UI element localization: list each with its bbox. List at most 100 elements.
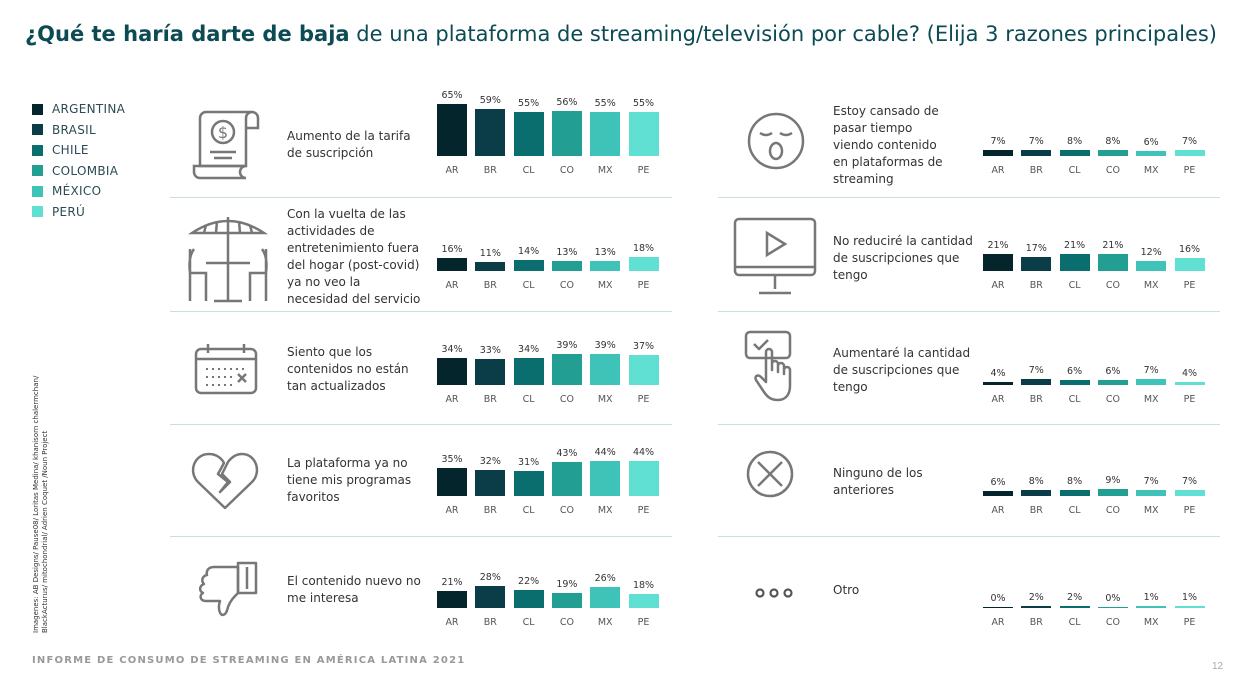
- category-label: AR: [445, 280, 459, 291]
- category-label: MX: [1143, 617, 1159, 628]
- bar-value-label: 55%: [594, 98, 616, 109]
- bar-co: [551, 461, 582, 496]
- category-label: MX: [597, 505, 613, 516]
- bar-value-label: 18%: [632, 242, 655, 254]
- title-bold: ¿Qué te haría darte de baja: [24, 22, 350, 46]
- row-label: Aumentaré la cantidad de suscripciones q…: [833, 346, 971, 394]
- bar-br: [475, 585, 506, 608]
- category-label: CL: [522, 280, 535, 291]
- category-label: MX: [1143, 280, 1159, 291]
- bar-value-label: 6%: [1143, 137, 1159, 149]
- bar-cl: [1059, 149, 1090, 156]
- category-label: PE: [637, 165, 650, 176]
- bar-co: [1097, 488, 1128, 496]
- cafe-table-icon: [186, 213, 270, 308]
- category-label: PE: [637, 505, 650, 516]
- row-separator: [170, 311, 672, 312]
- category-label: MX: [597, 280, 613, 291]
- legend-label: BRASIL: [52, 122, 96, 137]
- bar-br: [1021, 606, 1052, 608]
- legend-label: MÉXICO: [52, 184, 102, 199]
- row-label: La plataforma ya no tiene mis programas …: [287, 456, 412, 504]
- bar-value-label: 11%: [479, 248, 501, 260]
- bar-mx: [1136, 490, 1167, 496]
- bar-mx: [590, 353, 621, 385]
- category-label: PE: [1183, 505, 1196, 516]
- bar-chart: 21% AR 28% BR 22% CL 19% CO 26% MX 18% PE: [437, 538, 665, 638]
- category-label: AR: [445, 617, 459, 628]
- bar-mx: [590, 260, 621, 271]
- row-label: El contenido nuevo no me interesa: [287, 574, 421, 605]
- bar-ar: [983, 381, 1013, 385]
- bar-br: [475, 470, 506, 496]
- yawning-face-icon: [746, 111, 806, 176]
- bar-chart: 6% AR 8% BR 8% CL 9% CO 7% MX 7% PE: [983, 426, 1211, 526]
- bar-br: [1021, 379, 1052, 385]
- bar-value-label: 0%: [1105, 593, 1121, 604]
- row-separator: [718, 311, 1220, 312]
- bar-value-label: 55%: [632, 98, 655, 109]
- bar-pe: [628, 256, 659, 271]
- category-label: AR: [991, 394, 1005, 405]
- page-number: 12: [1212, 661, 1224, 672]
- category-label: BR: [1029, 165, 1043, 176]
- bar-value-label: 7%: [1143, 476, 1159, 488]
- legend-item: ARGENTINA: [32, 99, 125, 120]
- bar-value-label: 39%: [594, 339, 616, 351]
- bar-chart: 21% AR 17% BR 21% CL 21% CO 12% MX 16% PE: [983, 201, 1211, 301]
- category-label: AR: [445, 394, 459, 405]
- category-label: MX: [597, 165, 613, 176]
- category-label: AR: [991, 165, 1005, 176]
- bar-value-label: 65%: [441, 90, 463, 101]
- bar-br: [475, 358, 506, 385]
- bar-br: [475, 108, 506, 156]
- bar-value-label: 31%: [518, 457, 540, 469]
- category-label: BR: [483, 505, 497, 516]
- bar-pe: [628, 112, 659, 156]
- row-separator: [170, 197, 672, 198]
- bar-cl: [513, 471, 544, 496]
- category-label: CL: [1068, 394, 1081, 405]
- bar-cl: [1059, 606, 1090, 608]
- monitor-play-icon: [733, 217, 817, 302]
- bar-co: [1097, 607, 1128, 608]
- category-label: PE: [637, 394, 650, 405]
- hand-tap-icon: [744, 330, 806, 409]
- legend-swatch: [32, 103, 43, 115]
- row-label: Aumento de la tarifa de suscripción: [287, 129, 411, 160]
- bar-ar: [437, 468, 467, 496]
- category-label: PE: [1183, 394, 1196, 405]
- legend-swatch: [32, 124, 43, 136]
- bar-pe: [1174, 381, 1205, 385]
- legend-item: CHILE: [32, 140, 125, 161]
- category-label: CO: [559, 394, 574, 405]
- row-label: Estoy cansado de pasar tiempo viendo con…: [833, 104, 943, 186]
- bar-pe: [628, 593, 659, 608]
- bar-cl: [1059, 380, 1090, 385]
- bar-value-label: 44%: [632, 446, 655, 458]
- row-label: Con la vuelta de las actividades de entr…: [287, 207, 421, 306]
- bar-value-label: 18%: [632, 579, 655, 591]
- legend-item: PERÚ: [32, 202, 125, 223]
- bar-value-label: 6%: [990, 477, 1006, 489]
- bar-chart: 7% AR 7% BR 8% CL 8% CO 6% MX 7% PE: [983, 86, 1211, 186]
- bar-value-label: 34%: [518, 343, 540, 355]
- bar-co: [551, 353, 582, 385]
- bar-cl: [513, 112, 544, 156]
- bar-value-label: 6%: [1067, 366, 1083, 378]
- category-label: BR: [1029, 280, 1043, 291]
- category-label: BR: [483, 617, 497, 628]
- bar-ar: [437, 258, 467, 271]
- bar-co: [551, 592, 582, 608]
- bar-value-label: 56%: [556, 97, 578, 109]
- bar-value-label: 17%: [1025, 243, 1047, 255]
- bar-chart: 16% AR 11% BR 14% CL 13% CO 13% MX 18% PE: [437, 201, 665, 301]
- bar-value-label: 1%: [1143, 592, 1159, 603]
- bar-mx: [590, 460, 621, 496]
- legend: ARGENTINA BRASIL CHILE COLOMBIA MÉXICO PERÚ: [32, 99, 125, 222]
- row-separator: [718, 197, 1220, 198]
- bar-value-label: 16%: [441, 244, 463, 256]
- category-label: AR: [445, 165, 459, 176]
- bar-value-label: 21%: [1064, 240, 1086, 252]
- bar-value-label: 21%: [987, 240, 1009, 252]
